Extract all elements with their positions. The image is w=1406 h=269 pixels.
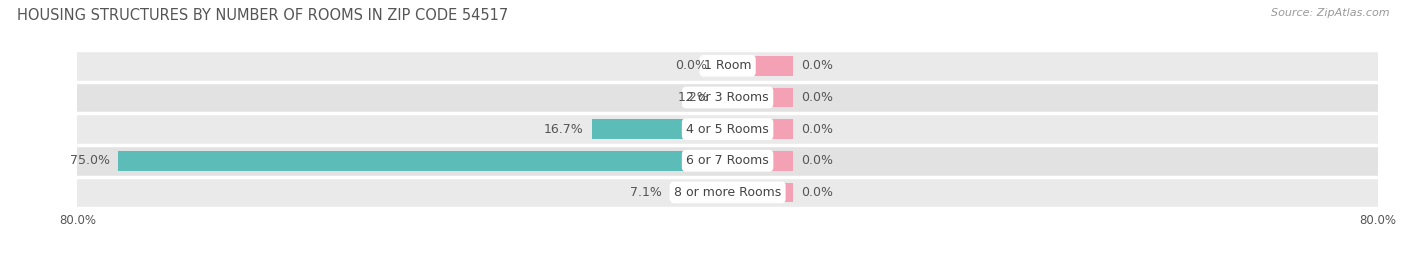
Bar <box>728 56 793 76</box>
Text: 2 or 3 Rooms: 2 or 3 Rooms <box>686 91 769 104</box>
Text: HOUSING STRUCTURES BY NUMBER OF ROOMS IN ZIP CODE 54517: HOUSING STRUCTURES BY NUMBER OF ROOMS IN… <box>17 8 508 23</box>
Bar <box>718 88 728 107</box>
Bar <box>77 145 1378 176</box>
Bar <box>728 119 793 139</box>
Bar <box>77 176 1378 208</box>
Bar <box>118 151 728 171</box>
Text: 0.0%: 0.0% <box>801 59 832 72</box>
Text: 75.0%: 75.0% <box>70 154 110 167</box>
Text: 7.1%: 7.1% <box>630 186 662 199</box>
Text: 8 or more Rooms: 8 or more Rooms <box>673 186 782 199</box>
Legend: Owner-occupied, Renter-occupied: Owner-occupied, Renter-occupied <box>598 264 858 269</box>
Bar <box>77 50 1378 82</box>
Text: 16.7%: 16.7% <box>544 123 583 136</box>
Bar <box>669 183 728 202</box>
Text: 1 Room: 1 Room <box>704 59 751 72</box>
Text: 0.0%: 0.0% <box>801 123 832 136</box>
Bar <box>728 183 793 202</box>
Bar <box>728 151 793 171</box>
Bar <box>77 82 1378 113</box>
Text: 0.0%: 0.0% <box>801 91 832 104</box>
Text: 0.0%: 0.0% <box>801 154 832 167</box>
Bar <box>728 88 793 107</box>
Text: 1.2%: 1.2% <box>678 91 710 104</box>
Bar <box>592 119 728 139</box>
Text: Source: ZipAtlas.com: Source: ZipAtlas.com <box>1271 8 1389 18</box>
Text: 0.0%: 0.0% <box>675 59 707 72</box>
Text: 0.0%: 0.0% <box>801 186 832 199</box>
Text: 6 or 7 Rooms: 6 or 7 Rooms <box>686 154 769 167</box>
Text: 4 or 5 Rooms: 4 or 5 Rooms <box>686 123 769 136</box>
Bar <box>77 113 1378 145</box>
